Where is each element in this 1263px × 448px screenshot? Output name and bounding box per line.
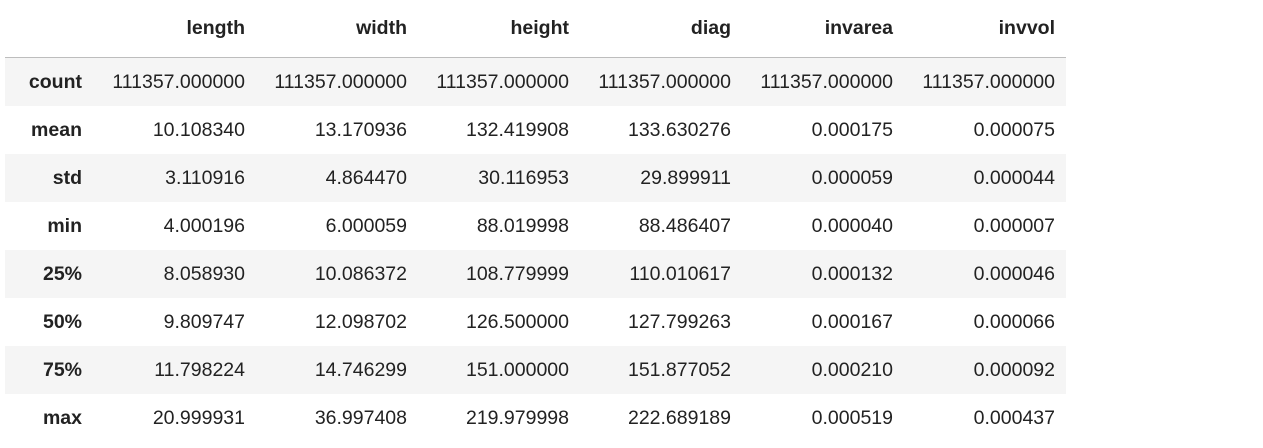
column-header-invarea: invarea bbox=[742, 0, 904, 58]
describe-table: length width height diag invarea invvol … bbox=[5, 0, 1066, 442]
table-cell: 20.999931 bbox=[152, 407, 245, 429]
table-row: 25% 8.058930 10.086372 108.779999 110.01… bbox=[5, 250, 1066, 298]
table-row: max 20.999931 36.997408 219.979998 222.6… bbox=[5, 394, 1066, 442]
table-cell: 0.000044 bbox=[973, 167, 1055, 189]
table-cell: 0.000167 bbox=[811, 311, 893, 333]
table-cell: 12.098702 bbox=[314, 311, 407, 333]
column-header-invvol: invvol bbox=[904, 0, 1066, 58]
table-cell: 4.864470 bbox=[325, 167, 407, 189]
table-row: 75% 11.798224 14.746299 151.000000 151.8… bbox=[5, 346, 1066, 394]
table-cell: 0.000007 bbox=[973, 215, 1055, 237]
table-row: mean 10.108340 13.170936 132.419908 133.… bbox=[5, 106, 1066, 154]
table-header: length width height diag invarea invvol bbox=[5, 0, 1066, 58]
table-cell: 88.486407 bbox=[638, 215, 731, 237]
table-cell: 222.689189 bbox=[627, 407, 731, 429]
table-body: count 111357.000000 111357.000000 111357… bbox=[5, 57, 1066, 442]
table-row: min 4.000196 6.000059 88.019998 88.48640… bbox=[5, 202, 1066, 250]
table-row: count 111357.000000 111357.000000 111357… bbox=[5, 57, 1066, 106]
table-cell: 111357.000000 bbox=[436, 71, 569, 93]
table-cell: 0.000046 bbox=[973, 263, 1055, 285]
table-cell: 0.000519 bbox=[811, 407, 893, 429]
table-cell: 0.000092 bbox=[973, 359, 1055, 381]
table-cell: 13.170936 bbox=[314, 119, 407, 141]
column-header-height: height bbox=[418, 0, 580, 58]
table-cell: 3.110916 bbox=[165, 167, 245, 189]
row-label: 50% bbox=[42, 311, 82, 333]
table-row: 50% 9.809747 12.098702 126.500000 127.79… bbox=[5, 298, 1066, 346]
table-cell: 0.000175 bbox=[811, 119, 893, 141]
table-cell: 111357.000000 bbox=[760, 71, 893, 93]
table-cell: 111357.000000 bbox=[274, 71, 407, 93]
table-cell: 6.000059 bbox=[325, 215, 407, 237]
table-cell: 36.997408 bbox=[314, 407, 407, 429]
row-label: 75% bbox=[42, 359, 82, 381]
row-label: count bbox=[28, 71, 82, 93]
table-cell: 9.809747 bbox=[163, 311, 245, 333]
table-cell: 111357.000000 bbox=[598, 71, 731, 93]
table-cell: 8.058930 bbox=[163, 263, 245, 285]
table-cell: 10.086372 bbox=[314, 263, 407, 285]
table-cell: 110.010617 bbox=[629, 263, 731, 285]
table-cell: 0.000437 bbox=[973, 407, 1055, 429]
dataframe-output: length width height diag invarea invvol … bbox=[5, 0, 1066, 442]
table-cell: 151.877052 bbox=[627, 359, 731, 381]
table-cell: 151.000000 bbox=[465, 359, 569, 381]
row-label: std bbox=[52, 167, 82, 189]
table-cell: 0.000040 bbox=[811, 215, 893, 237]
column-header-length: length bbox=[94, 0, 256, 58]
table-cell: 30.116953 bbox=[478, 167, 569, 189]
table-cell: 88.019998 bbox=[476, 215, 569, 237]
table-cell: 4.000196 bbox=[163, 215, 245, 237]
table-cell: 0.000075 bbox=[973, 119, 1055, 141]
table-cell: 14.746299 bbox=[314, 359, 407, 381]
table-cell: 0.000059 bbox=[811, 167, 893, 189]
table-cell: 127.799263 bbox=[627, 311, 731, 333]
table-cell: 219.979998 bbox=[465, 407, 569, 429]
row-label: 25% bbox=[42, 263, 82, 285]
table-cell: 133.630276 bbox=[627, 119, 731, 141]
table-cell: 0.000210 bbox=[811, 359, 893, 381]
table-row: std 3.110916 4.864470 30.116953 29.89991… bbox=[5, 154, 1066, 202]
table-cell: 11.798224 bbox=[154, 359, 245, 381]
table-cell: 111357.000000 bbox=[922, 71, 1055, 93]
table-cell: 111357.000000 bbox=[112, 71, 245, 93]
table-cell: 10.108340 bbox=[152, 119, 245, 141]
header-row: length width height diag invarea invvol bbox=[5, 0, 1066, 58]
column-header-width: width bbox=[256, 0, 418, 58]
table-cell: 132.419908 bbox=[465, 119, 569, 141]
row-label: max bbox=[42, 407, 82, 429]
table-cell: 0.000132 bbox=[811, 263, 893, 285]
row-label: min bbox=[47, 215, 82, 237]
column-header-diag: diag bbox=[580, 0, 742, 58]
table-cell: 0.000066 bbox=[973, 311, 1055, 333]
row-label: mean bbox=[31, 119, 82, 141]
index-header bbox=[5, 0, 94, 58]
table-cell: 29.899911 bbox=[640, 167, 731, 189]
table-cell: 126.500000 bbox=[465, 311, 569, 333]
table-cell: 108.779999 bbox=[465, 263, 569, 285]
